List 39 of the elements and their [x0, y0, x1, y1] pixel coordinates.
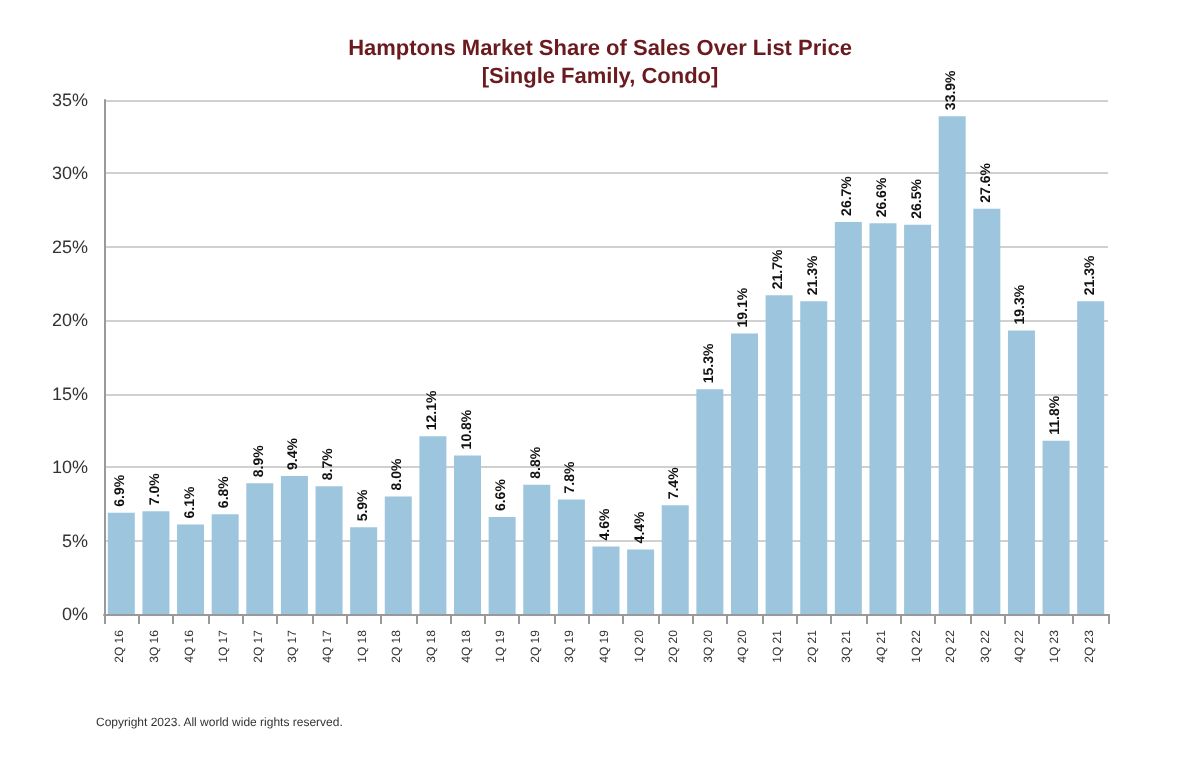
bar	[973, 208, 1001, 614]
bar	[488, 517, 516, 614]
bar	[211, 514, 239, 614]
bar	[592, 546, 620, 614]
bar	[107, 512, 135, 614]
y-tick-label: 25%	[51, 236, 88, 257]
bar	[419, 436, 447, 614]
y-tick-label: 20%	[51, 310, 88, 331]
bar	[800, 301, 828, 614]
bar	[384, 496, 412, 614]
bar	[1007, 330, 1035, 614]
y-tick-label: 30%	[51, 163, 88, 184]
y-tick-label: 10%	[51, 457, 88, 478]
bar	[454, 455, 482, 614]
bar	[627, 549, 655, 614]
y-tick-label: 5%	[61, 530, 88, 551]
bar	[246, 483, 274, 614]
bar	[696, 389, 724, 614]
chart-subtitle: [Single Family, Condo]	[481, 65, 720, 89]
bar	[1042, 440, 1070, 614]
bar	[765, 295, 793, 614]
bar	[523, 484, 551, 614]
bar	[661, 505, 689, 614]
chart-title: Hamptons Market Share of Sales Over List Price	[348, 37, 852, 61]
bar	[869, 223, 897, 614]
bar	[938, 116, 966, 614]
bar	[142, 511, 170, 614]
bar	[1077, 301, 1105, 614]
bar	[557, 499, 585, 614]
bar	[177, 524, 205, 614]
bar	[280, 475, 308, 614]
bar	[350, 527, 378, 614]
bar	[315, 486, 343, 614]
y-tick-label: 35%	[51, 90, 88, 110]
bar	[730, 333, 758, 614]
bar	[904, 224, 932, 614]
y-tick-label: 0%	[61, 604, 88, 624]
bar	[834, 221, 862, 614]
y-tick-label: 15%	[51, 383, 88, 404]
